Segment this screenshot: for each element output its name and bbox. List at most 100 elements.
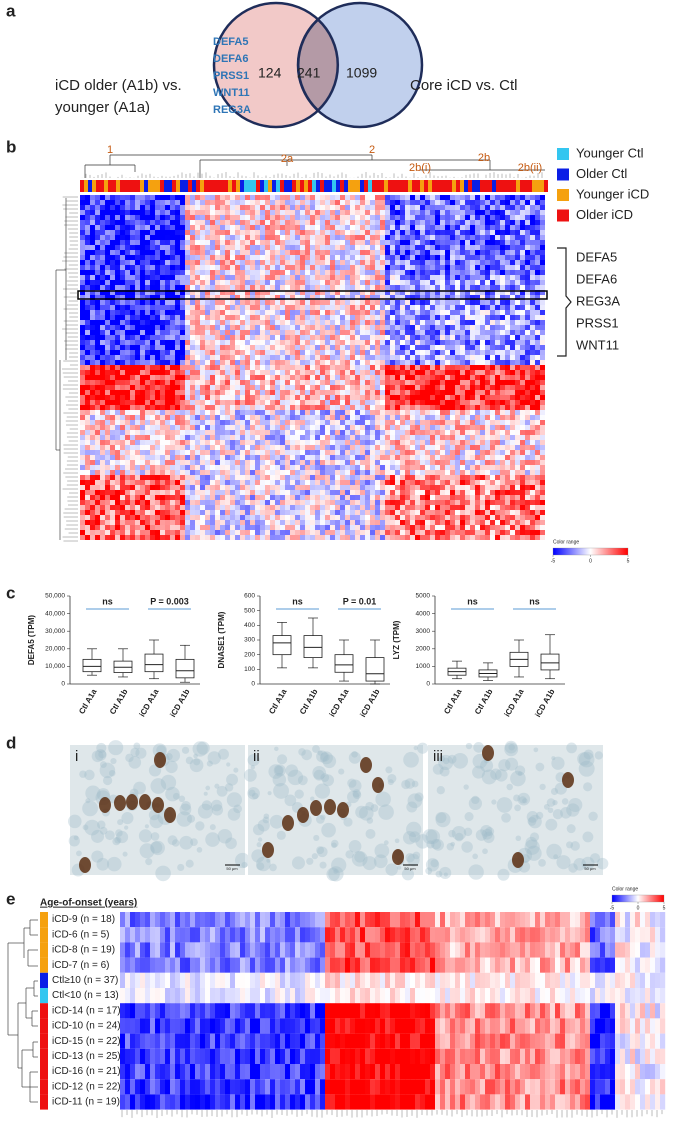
heatmap-cell bbox=[380, 415, 385, 420]
heatmap-cell bbox=[475, 220, 480, 225]
heatmap-cell bbox=[410, 345, 415, 350]
heatmap-cell bbox=[195, 405, 200, 410]
heatmap-cell bbox=[475, 280, 480, 285]
heatmap-cell bbox=[205, 310, 210, 315]
heatmap-cell bbox=[490, 365, 495, 370]
heatmap-cell bbox=[210, 445, 215, 450]
heatmap-cell bbox=[120, 345, 125, 350]
heatmap-cell bbox=[115, 315, 120, 320]
heatmap-cell bbox=[115, 240, 120, 245]
heatmap-cell bbox=[525, 245, 530, 250]
heatmap-cell bbox=[140, 390, 145, 395]
heatmap-cell bbox=[335, 280, 340, 285]
heatmap-cell bbox=[300, 225, 305, 230]
heatmap-cell bbox=[395, 240, 400, 245]
heatmap-cell bbox=[220, 355, 225, 360]
heatmap-cell bbox=[140, 210, 145, 215]
heatmap-cell bbox=[265, 335, 270, 340]
heatmap-cell bbox=[180, 405, 185, 410]
heatmap-cell bbox=[380, 405, 385, 410]
heatmap-cell bbox=[315, 315, 320, 320]
heatmap-cell bbox=[110, 255, 115, 260]
heatmap-cell bbox=[310, 395, 315, 400]
heatmap-cell bbox=[355, 285, 360, 290]
heatmap-cell bbox=[355, 295, 360, 300]
heatmap-cell bbox=[145, 340, 150, 345]
heatmap-cell bbox=[135, 280, 140, 285]
heatmap-cell bbox=[490, 260, 495, 265]
heatmap-cell bbox=[110, 295, 115, 300]
heatmap-cell bbox=[130, 370, 135, 375]
heatmap-cell bbox=[140, 430, 145, 435]
heatmap-cell bbox=[105, 260, 110, 265]
heatmap-cell bbox=[90, 235, 95, 240]
heatmap-cell bbox=[285, 415, 290, 420]
sample-bar bbox=[216, 180, 220, 192]
heatmap-cell bbox=[205, 205, 210, 210]
heatmap-cell bbox=[225, 285, 230, 290]
heatmap-cell bbox=[475, 265, 480, 270]
heatmap-cell bbox=[325, 225, 330, 230]
heatmap-cell bbox=[150, 295, 155, 300]
heatmap-cell bbox=[515, 370, 520, 375]
heatmap-cell bbox=[370, 295, 375, 300]
heatmap-cell bbox=[120, 430, 125, 435]
heatmap-cell bbox=[280, 210, 285, 215]
heatmap-cell bbox=[525, 305, 530, 310]
heatmap-cell bbox=[420, 430, 425, 435]
heatmap-cell bbox=[525, 275, 530, 280]
heatmap-cell bbox=[350, 210, 355, 215]
heatmap-cell bbox=[100, 425, 105, 430]
sample-bar bbox=[536, 180, 540, 192]
sample-bar bbox=[160, 180, 164, 192]
heatmap-cell bbox=[120, 260, 125, 265]
heatmap-cell bbox=[120, 255, 125, 260]
heatmap-cell bbox=[540, 305, 545, 310]
heatmap-cell bbox=[395, 355, 400, 360]
heatmap-cell bbox=[340, 385, 345, 390]
heatmap-cell bbox=[125, 345, 130, 350]
heatmap-cell bbox=[485, 205, 490, 210]
heatmap-cell bbox=[95, 415, 100, 420]
heatmap-cell bbox=[155, 415, 160, 420]
heatmap-cell bbox=[350, 270, 355, 275]
heatmap-cell bbox=[260, 240, 265, 245]
heatmap-cell bbox=[450, 250, 455, 255]
heatmap-cell bbox=[210, 345, 215, 350]
heatmap-cell bbox=[530, 370, 535, 375]
heatmap-cell bbox=[360, 230, 365, 235]
heatmap-cell bbox=[235, 395, 240, 400]
heatmap-cell bbox=[215, 270, 220, 275]
heatmap-cell bbox=[445, 395, 450, 400]
heatmap-cell bbox=[405, 420, 410, 425]
heatmap-cell bbox=[180, 400, 185, 405]
heatmap-cell bbox=[320, 310, 325, 315]
heatmap-cell bbox=[210, 425, 215, 430]
heatmap-cell bbox=[235, 335, 240, 340]
heatmap-cell bbox=[385, 370, 390, 375]
heatmap-cell bbox=[225, 205, 230, 210]
heatmap-cell bbox=[295, 350, 300, 355]
heatmap-cell bbox=[100, 405, 105, 410]
heatmap-cell bbox=[255, 335, 260, 340]
heatmap-cell bbox=[455, 425, 460, 430]
heatmap-cell bbox=[205, 435, 210, 440]
heatmap-cell bbox=[95, 420, 100, 425]
heatmap-cell bbox=[205, 370, 210, 375]
heatmap-cell bbox=[280, 420, 285, 425]
heatmap-cell bbox=[275, 310, 280, 315]
heatmap-cell bbox=[385, 440, 390, 445]
heatmap-cell bbox=[195, 230, 200, 235]
heatmap-cell bbox=[255, 350, 260, 355]
heatmap-cell bbox=[80, 425, 85, 430]
heatmap-cell bbox=[335, 395, 340, 400]
heatmap-cell bbox=[430, 385, 435, 390]
heatmap-cell bbox=[415, 215, 420, 220]
heatmap-cell bbox=[160, 340, 165, 345]
heatmap-cell bbox=[215, 385, 220, 390]
heatmap-cell bbox=[160, 225, 165, 230]
heatmap-cell bbox=[530, 415, 535, 420]
heatmap-cell bbox=[360, 430, 365, 435]
heatmap-cell bbox=[435, 365, 440, 370]
heatmap-cell bbox=[235, 405, 240, 410]
